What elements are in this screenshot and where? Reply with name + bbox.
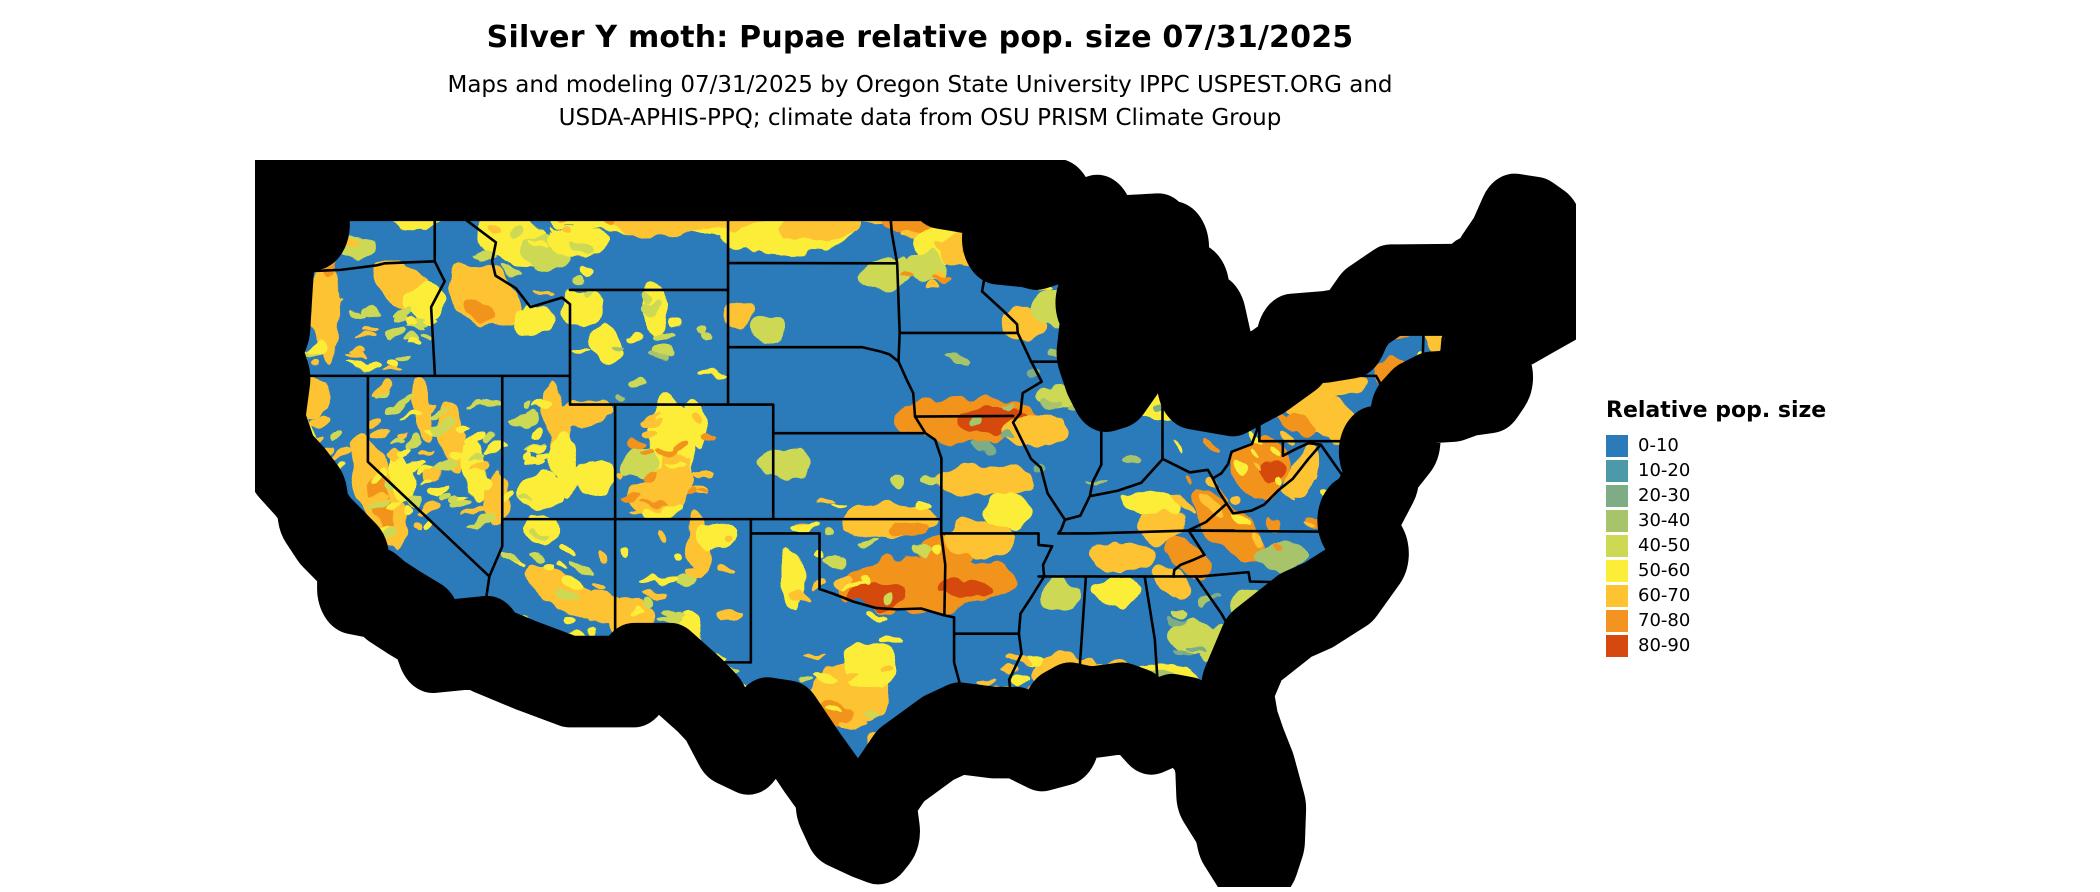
us-map bbox=[255, 160, 1576, 887]
legend-swatch bbox=[1606, 584, 1628, 607]
legend-label: 40-50 bbox=[1638, 534, 1691, 556]
legend-row: 20-30 bbox=[1606, 483, 1926, 508]
header: Silver Y moth: Pupae relative pop. size … bbox=[0, 0, 1840, 135]
legend-label: 60-70 bbox=[1638, 584, 1691, 606]
legend-row: 80-90 bbox=[1606, 633, 1926, 658]
legend-label: 20-30 bbox=[1638, 484, 1691, 506]
legend-swatch bbox=[1606, 559, 1628, 582]
us-map-container bbox=[255, 160, 1576, 887]
map-subtitle-line2: USDA-APHIS-PPQ; climate data from OSU PR… bbox=[558, 105, 1282, 131]
legend-row: 10-20 bbox=[1606, 458, 1926, 483]
legend-label: 30-40 bbox=[1638, 509, 1691, 531]
legend-swatch bbox=[1606, 459, 1628, 482]
legend-swatch bbox=[1606, 534, 1628, 557]
state-borders-west bbox=[272, 175, 1052, 728]
legend-row: 50-60 bbox=[1606, 558, 1926, 583]
legend-title: Relative pop. size bbox=[1606, 398, 1827, 423]
legend-label: 10-20 bbox=[1638, 459, 1691, 481]
map-subtitle: Maps and modeling 07/31/2025 by Oregon S… bbox=[0, 69, 1840, 135]
map-subtitle-line1: Maps and modeling 07/31/2025 by Oregon S… bbox=[447, 72, 1393, 98]
legend-swatch bbox=[1606, 484, 1628, 507]
map-title: Silver Y moth: Pupae relative pop. size … bbox=[486, 20, 1354, 55]
legend: Relative pop. size 0-10 10-20 20-30 30-40 40… bbox=[1606, 398, 1926, 658]
legend-row: 0-10 bbox=[1606, 433, 1926, 458]
legend-label: 80-90 bbox=[1638, 634, 1691, 656]
legend-row: 60-70 bbox=[1606, 583, 1926, 608]
legend-items: 0-10 10-20 20-30 30-40 40-50 50-60 60-70 70-80 8… bbox=[1606, 433, 1926, 658]
legend-label: 50-60 bbox=[1638, 559, 1691, 581]
legend-swatch bbox=[1606, 434, 1628, 457]
legend-swatch bbox=[1606, 509, 1628, 532]
legend-row: 70-80 bbox=[1606, 608, 1926, 633]
legend-row: 30-40 bbox=[1606, 508, 1926, 533]
legend-swatch bbox=[1606, 609, 1628, 632]
legend-label: 0-10 bbox=[1638, 434, 1679, 456]
legend-row: 40-50 bbox=[1606, 533, 1926, 558]
legend-swatch bbox=[1606, 634, 1628, 657]
legend-label: 70-80 bbox=[1638, 609, 1691, 631]
